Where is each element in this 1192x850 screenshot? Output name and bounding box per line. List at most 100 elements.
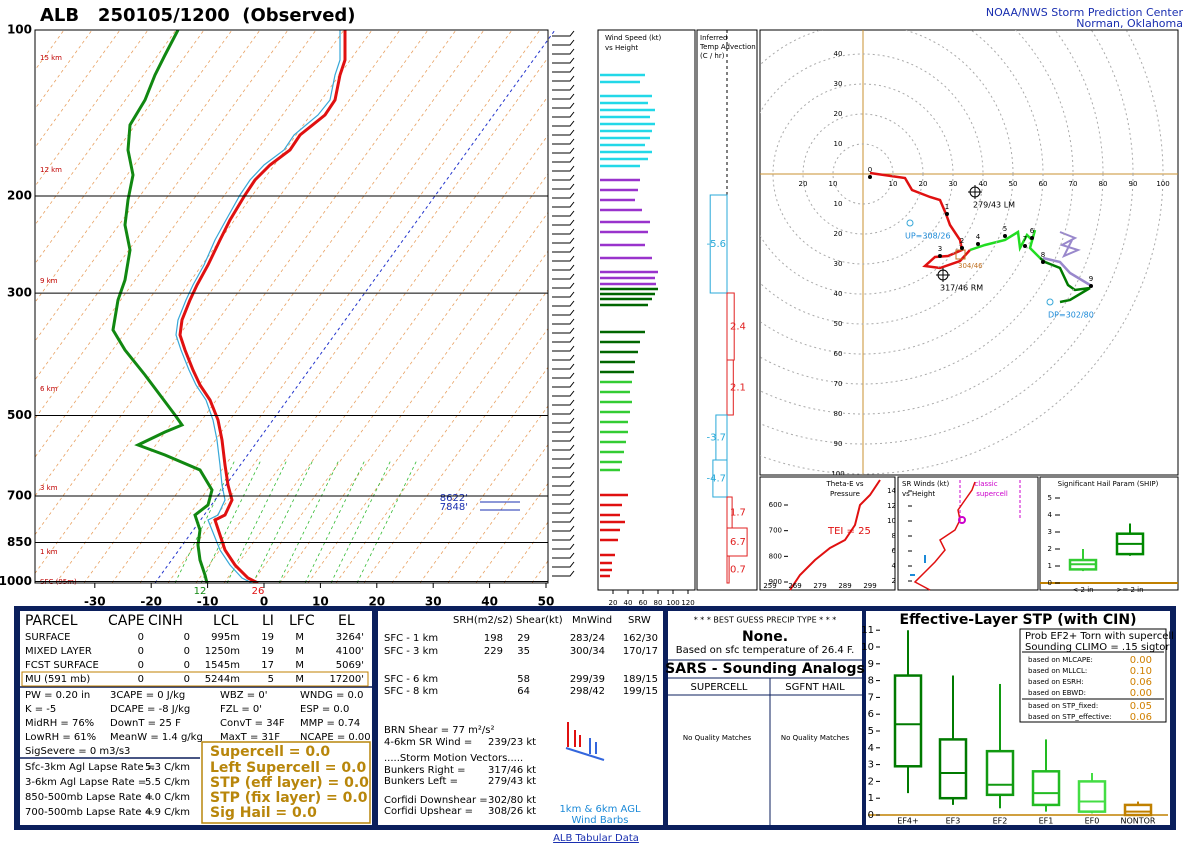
supercell-range <box>959 480 1021 520</box>
lapse-name: 850-500mb Lapse Rate = <box>25 792 153 803</box>
y-tick-label: 3 <box>868 760 874 771</box>
wind-barb <box>552 237 575 244</box>
pressure-label: 100 <box>7 23 32 37</box>
speed-label: 80 <box>654 599 663 607</box>
table-cell: 17200' <box>329 674 364 685</box>
speed-ring <box>760 30 1164 475</box>
level-label: 8622' <box>440 493 468 504</box>
height-label: 9 <box>1089 275 1093 283</box>
height-point <box>938 254 942 258</box>
wind-barb <box>552 165 575 172</box>
motion-value: 317/46 kt <box>488 765 536 776</box>
wind-barb <box>552 156 575 163</box>
hodo-annotation: 279/43 LM <box>973 201 1015 210</box>
table-cell: 29 <box>517 633 530 644</box>
y-tick-label: 10 <box>887 517 896 525</box>
x-tick-label: EF3 <box>946 817 961 826</box>
legend-value: 0.06 <box>1130 712 1152 723</box>
table-cell: 298/42 <box>570 686 605 697</box>
box <box>1123 803 1153 817</box>
speed-label: 40 <box>624 599 633 607</box>
height-labels: 15 km 12 km 9 km 6 km 3 km 1 km SFC (95m… <box>40 54 77 586</box>
panel-title: Wind Speed (kt) <box>605 34 662 42</box>
wind-bar <box>600 178 658 286</box>
height-label: 7 <box>1023 235 1027 243</box>
box <box>985 749 1015 797</box>
wind-barb <box>552 30 575 37</box>
temperature-label: 30 <box>425 595 442 609</box>
y-tick-label: 4 <box>1048 511 1053 519</box>
speed-ring <box>802 113 924 235</box>
advection-label: 2.1 <box>730 383 746 394</box>
lapse-value: 5.3 C/km <box>145 762 190 773</box>
lapse-name: 700-500mb Lapse Rate = <box>25 807 153 818</box>
advection-box <box>726 555 730 584</box>
wind-bar <box>600 380 632 472</box>
surface-dewpoint: 12 <box>194 586 207 597</box>
sars-column: SGFNT HAIL <box>785 682 845 693</box>
wind-barb <box>552 480 575 487</box>
wind-barb <box>552 507 575 514</box>
srwind-marker <box>958 516 966 524</box>
speed-ring <box>832 143 894 205</box>
x-tick-label: EF0 <box>1085 817 1100 826</box>
srwind-annotation: supercell <box>976 490 1008 498</box>
x-tick-label: EF1 <box>1039 817 1054 826</box>
pressure-label: 1000 <box>0 574 32 588</box>
legend-name: based on STP_fixed: <box>1028 702 1098 710</box>
barb-note: 1km & 6km AGL <box>559 804 641 815</box>
table-cell: 1250m <box>205 646 240 657</box>
table-cell: 19 <box>261 632 274 643</box>
mixing-ratio <box>252 459 314 583</box>
table-cell: 58 <box>517 674 530 685</box>
wind-barb <box>552 93 575 100</box>
title: ALB 250105/1200 (Observed) <box>40 5 356 26</box>
ring-label: 80 <box>834 410 843 418</box>
brn-shear: BRN Shear = 77 m²/s² <box>384 725 495 736</box>
hodo-annotation: UP=308/26 <box>905 232 951 241</box>
legend-value: 0.10 <box>1130 666 1152 677</box>
hodo-trace <box>869 171 971 270</box>
sr-wind: 4-6km SR Wind = <box>384 737 472 748</box>
table-cell: MU (591 mb) <box>25 674 90 685</box>
y-tick-label: 700 <box>769 527 782 535</box>
table-header: EL <box>338 613 355 629</box>
x-tick-label: 289 <box>838 582 851 590</box>
pressure-label: 700 <box>7 489 32 503</box>
mixing-ratio <box>330 459 392 583</box>
wind-barb <box>552 138 575 145</box>
ring-label: 100 <box>1156 180 1169 188</box>
speed-label: 60 <box>639 599 648 607</box>
wind-barb <box>552 129 575 136</box>
ring-label: 60 <box>834 350 843 358</box>
advection-label: -3.7 <box>706 433 726 444</box>
severe-param: Left Supercell = 0.0 <box>210 760 366 776</box>
table-cell: 299/39 <box>570 674 605 685</box>
index: DCAPE = -8 J/kg <box>110 704 190 715</box>
mixing-ratio <box>174 459 236 583</box>
temperature-label: 0 <box>260 595 268 609</box>
tei: TEI = 25 <box>827 526 871 537</box>
wind-barb <box>552 300 575 307</box>
advection-label: 1.7 <box>730 508 746 519</box>
tabular-link[interactable]: ALB Tabular Data <box>553 833 639 844</box>
wind-barbs <box>552 30 575 577</box>
ring-label: 40 <box>834 290 843 298</box>
y-tick-label: 14 <box>887 487 896 495</box>
mini-barb <box>565 738 605 761</box>
box <box>893 674 923 768</box>
table-header: LFC <box>289 613 315 629</box>
height-point <box>868 175 872 179</box>
x-tick-label: 299 <box>863 582 876 590</box>
wind-barb <box>552 183 575 190</box>
table-cell: 3264' <box>336 632 364 643</box>
motion-value: 302/80 kt <box>488 795 536 806</box>
wind-barb <box>552 120 575 127</box>
ring-label: 60 <box>1039 180 1048 188</box>
stp-title: Effective-Layer STP (with CIN) <box>900 612 1137 628</box>
sars-column: SUPERCELL <box>691 682 748 693</box>
y-tick-label: 10 <box>861 642 874 653</box>
y-tick-label: 2 <box>868 776 874 787</box>
legend-name: based on STP_effective: <box>1028 713 1112 721</box>
advection-box <box>726 527 748 557</box>
